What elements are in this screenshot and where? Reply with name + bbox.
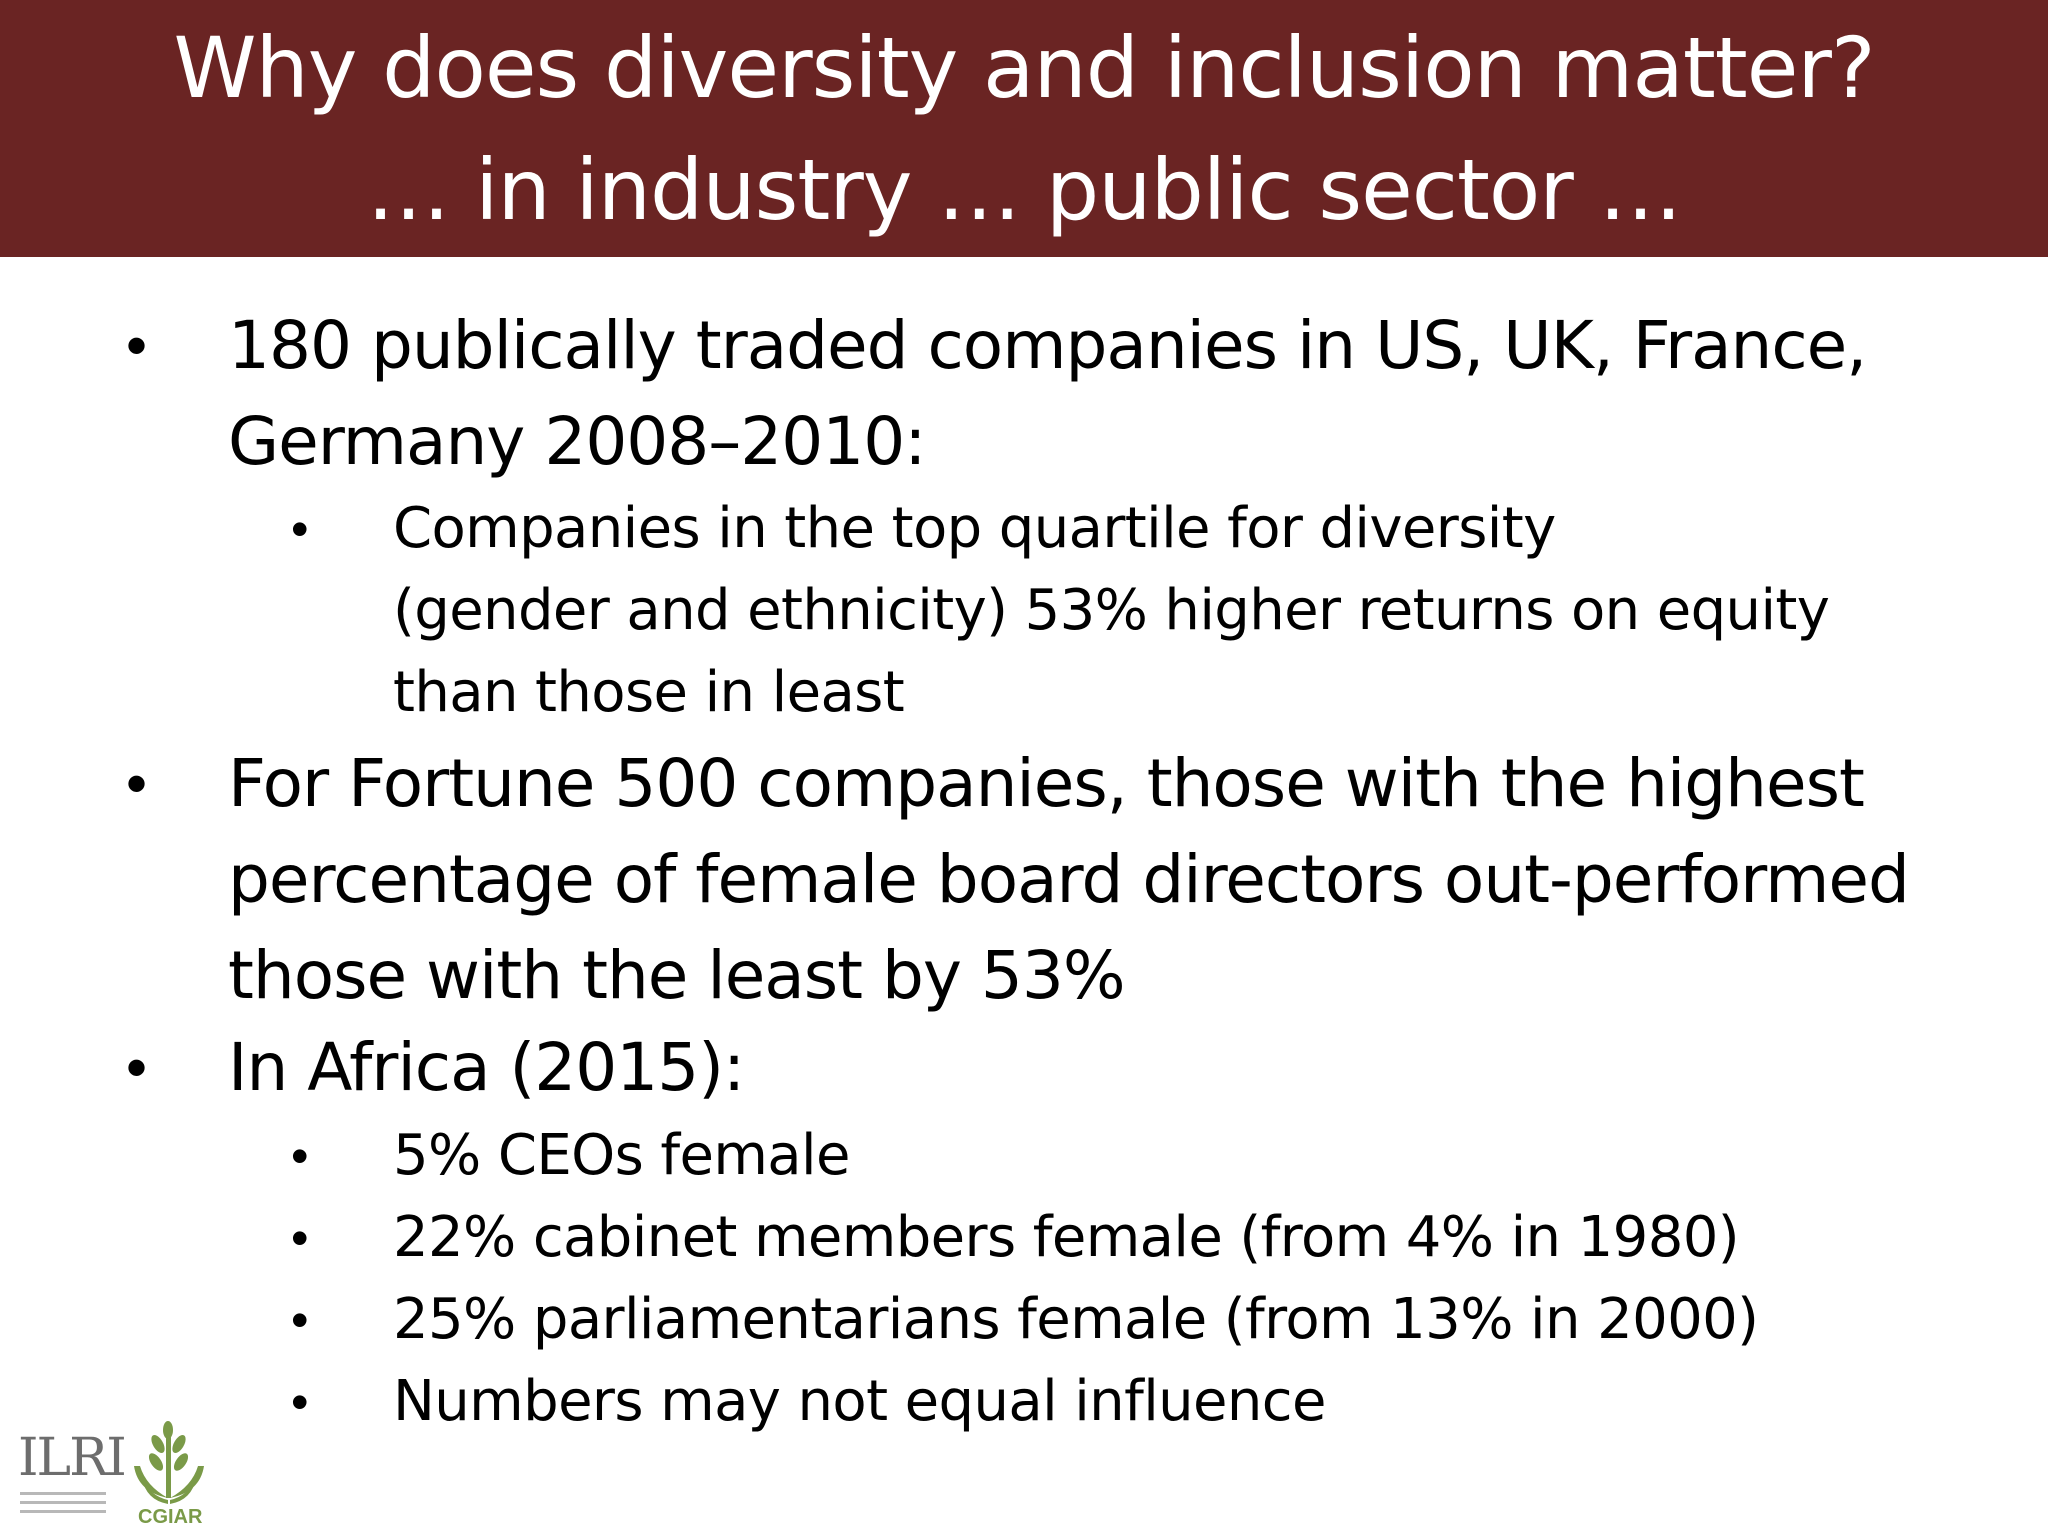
sub-bullet-text: Companies in the top quartile for divers… bbox=[393, 496, 1556, 561]
slide-title-line-2: … in industry … public sector … bbox=[366, 140, 1682, 239]
wheat-sprig-icon bbox=[134, 1421, 204, 1504]
bullet-marker: • bbox=[291, 1292, 309, 1348]
bullet-marker: • bbox=[291, 1374, 309, 1430]
sub-bullet-item: • 22% cabinet members female (from 4% in… bbox=[291, 1197, 1740, 1279]
sub-bullet-text: (gender and ethnicity) 53% higher return… bbox=[393, 578, 1830, 643]
bullet-text: Germany 2008–2010: bbox=[228, 403, 927, 480]
bullet-item: • In Africa (2015): bbox=[126, 1020, 745, 1116]
footer-logos: ILRI CGIAR bbox=[14, 1420, 214, 1530]
bullet-marker: • bbox=[291, 1210, 309, 1266]
bullet-marker: • bbox=[291, 501, 309, 557]
slide-title-line-1: Why does diversity and inclusion matter? bbox=[173, 18, 1875, 117]
bullet-marker: • bbox=[126, 312, 147, 379]
bullet-item: • For Fortune 500 companies, those with … bbox=[126, 736, 1910, 1024]
cgiar-logo-text: CGIAR bbox=[138, 1506, 203, 1528]
title-bar: Why does diversity and inclusion matter?… bbox=[0, 0, 2048, 257]
ilri-logo-subtext bbox=[20, 1492, 106, 1526]
bullet-text: For Fortune 500 companies, those with th… bbox=[228, 745, 1865, 822]
sub-bullet-text: than those in least bbox=[393, 660, 905, 725]
sub-bullet-text: Numbers may not equal influence bbox=[393, 1369, 1326, 1434]
bullet-item: • 180 publically traded companies in US,… bbox=[126, 298, 1867, 490]
bullet-marker: • bbox=[126, 750, 147, 817]
sub-bullet-text: 22% cabinet members female (from 4% in 1… bbox=[393, 1205, 1740, 1270]
sub-bullet-item: • Numbers may not equal influence bbox=[291, 1361, 1326, 1443]
ilri-logo: ILRI bbox=[18, 1428, 127, 1488]
bullet-marker: • bbox=[126, 1034, 147, 1101]
sub-bullet-item: • 25% parliamentarians female (from 13% … bbox=[291, 1279, 1759, 1361]
sub-bullet-item: • Companies in the top quartile for dive… bbox=[291, 488, 1830, 734]
bullet-text: In Africa (2015): bbox=[228, 1029, 745, 1106]
sub-bullet-text: 25% parliamentarians female (from 13% in… bbox=[393, 1287, 1759, 1352]
sub-bullet-item: • 5% CEOs female bbox=[291, 1115, 850, 1197]
bullet-marker: • bbox=[291, 1128, 309, 1184]
bullet-text: percentage of female board directors out… bbox=[228, 841, 1910, 918]
bullet-text: 180 publically traded companies in US, U… bbox=[228, 307, 1867, 384]
bullet-text: those with the least by 53% bbox=[228, 937, 1126, 1014]
sub-bullet-text: 5% CEOs female bbox=[393, 1123, 850, 1188]
